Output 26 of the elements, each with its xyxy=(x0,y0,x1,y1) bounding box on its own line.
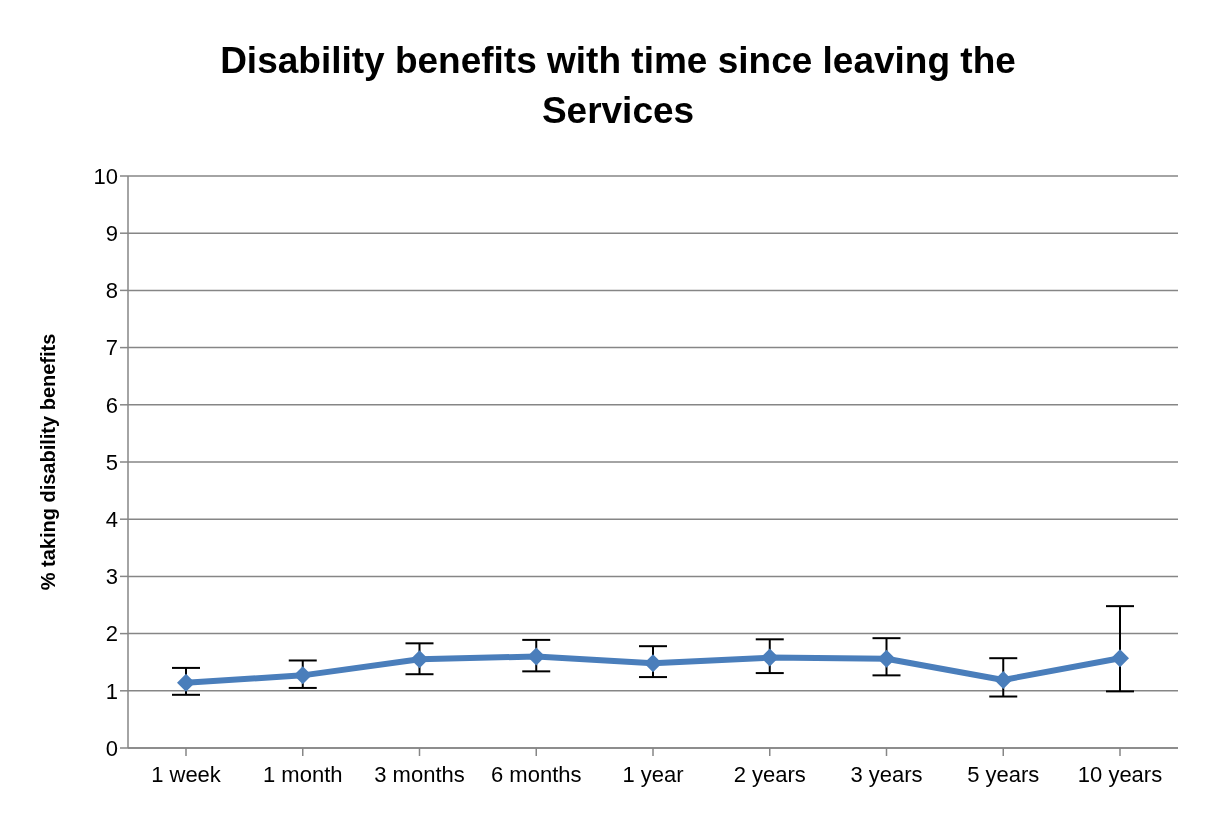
y-tick-label: 7 xyxy=(105,335,118,361)
y-tick-label: 5 xyxy=(105,449,118,475)
y-tick-label: 2 xyxy=(105,621,118,647)
x-tick-label: 1 week xyxy=(151,761,222,787)
y-tick-label: 9 xyxy=(105,221,118,247)
x-tick-label: 2 years xyxy=(733,761,806,787)
y-tick-label: 0 xyxy=(105,735,118,761)
x-tick-label: 1 year xyxy=(622,761,684,787)
x-tick-label: 3 years xyxy=(850,761,923,787)
x-tick-label: 5 years xyxy=(967,761,1040,787)
y-tick-label: 6 xyxy=(105,392,118,418)
chart-title: Disability benefits with time since leaving the Services xyxy=(219,39,1017,133)
y-tick-label: 3 xyxy=(105,564,118,590)
x-tick-label: 3 months xyxy=(374,761,465,787)
y-tick-label: 10 xyxy=(93,163,118,189)
y-tick-label: 8 xyxy=(105,278,118,304)
point xyxy=(1111,649,1129,668)
y-axis-title: % taking disability benefits xyxy=(37,333,60,591)
point xyxy=(994,670,1013,689)
point xyxy=(177,673,195,692)
point xyxy=(644,654,662,673)
x-tick-label: 10 years xyxy=(1077,761,1163,787)
x-tick-label: 1 month xyxy=(263,761,343,787)
y-tick-label: 4 xyxy=(105,507,118,533)
x-tick-label: 6 months xyxy=(491,761,582,787)
y-tick-label: 1 xyxy=(105,678,118,704)
